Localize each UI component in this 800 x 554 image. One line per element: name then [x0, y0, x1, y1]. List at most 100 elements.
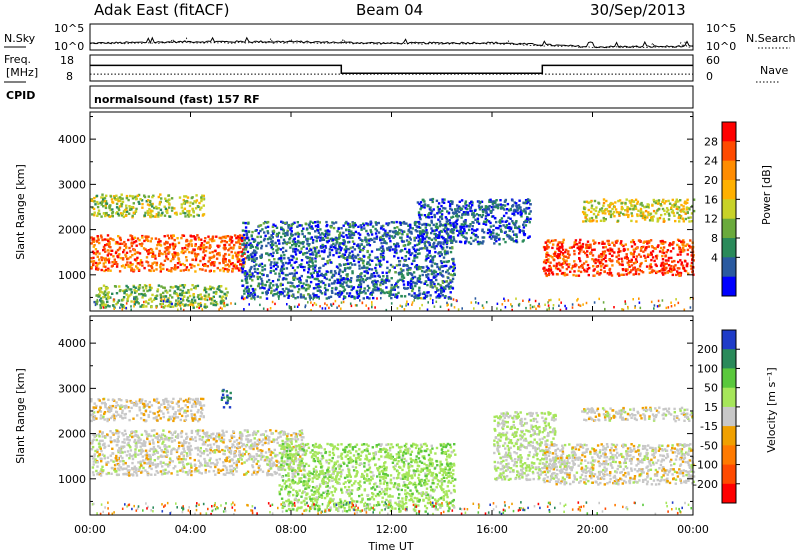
range-cell: [334, 299, 337, 303]
range-cell: [351, 271, 354, 275]
range-cell: [170, 267, 173, 270]
range-cell: [417, 267, 420, 271]
range-cell: [383, 240, 387, 243]
range-cell: [111, 447, 114, 450]
range-cell: [343, 253, 347, 256]
range-cell: [675, 207, 678, 210]
range-cell: [176, 294, 179, 297]
range-cell: [418, 252, 421, 255]
range-cell: [262, 273, 265, 277]
range-cell: [433, 270, 436, 273]
range-cell: [156, 288, 160, 291]
range-cell: [159, 293, 162, 297]
range-cell: [360, 291, 363, 294]
range-cell: [450, 303, 453, 306]
range-cell: [515, 297, 517, 300]
range-cell: [96, 214, 99, 217]
range-cell: [663, 268, 667, 272]
range-cell: [342, 278, 345, 281]
range-cell: [176, 287, 179, 291]
range-cell: [151, 251, 155, 254]
range-cell: [330, 244, 333, 247]
range-cell: [674, 200, 677, 204]
range-cell: [603, 252, 606, 256]
range-cell: [238, 245, 241, 249]
range-cell: [409, 279, 413, 282]
range-cell: [312, 238, 315, 242]
range-cell: [385, 271, 388, 275]
range-cell: [652, 209, 656, 213]
range-cell: [455, 229, 459, 232]
range-cell: [117, 242, 120, 246]
range-cell: [106, 254, 109, 257]
range-cell: [122, 264, 125, 267]
range-cell: [214, 303, 217, 307]
range-cell: [269, 307, 272, 310]
range-cell: [429, 209, 432, 212]
range-cell: [321, 307, 324, 310]
range-cell: [218, 253, 221, 257]
range-cell: [447, 297, 450, 300]
range-cell: [524, 212, 527, 215]
range-cell: [490, 237, 493, 240]
range-cell: [646, 205, 650, 208]
range-cell: [443, 198, 446, 201]
range-cell: [144, 211, 147, 215]
range-cell: [656, 305, 659, 308]
range-cell: [652, 198, 655, 202]
range-cell: [517, 207, 520, 210]
range-cell: [323, 250, 326, 254]
range-cell: [256, 275, 259, 279]
range-cell: [178, 196, 182, 199]
range-cell: [349, 225, 352, 228]
range-cell: [390, 296, 393, 300]
range-cell: [216, 244, 219, 247]
range-cell: [396, 233, 400, 236]
range-cell: [312, 271, 315, 274]
range-cell: [164, 207, 168, 210]
range-cell: [495, 220, 498, 224]
range-cell: [544, 303, 546, 306]
range-cell: [294, 250, 297, 254]
range-cell: [363, 287, 366, 290]
range-cell: [130, 308, 132, 311]
range-cell: [236, 235, 240, 239]
range-cell: [245, 290, 249, 293]
range-cell: [680, 240, 683, 243]
range-cell: [405, 287, 409, 290]
range-cell: [442, 256, 446, 259]
range-cell: [319, 236, 323, 239]
range-cell: [202, 256, 206, 260]
range-cell: [133, 297, 135, 300]
range-cell: [187, 289, 190, 292]
frequency-panel: Freq. [MHz] 18 8 60 0 Nave: [4, 53, 788, 83]
range-cell: [330, 304, 333, 307]
range-cell: [190, 243, 193, 246]
range-cell: [526, 198, 530, 201]
range-cell: [442, 241, 445, 244]
range-cell: [369, 292, 372, 296]
range-cell: [199, 259, 202, 263]
range-cell: [641, 216, 645, 220]
range-cell: [129, 473, 133, 476]
range-cell: [381, 282, 385, 286]
range-cell: [136, 297, 139, 301]
range-cell: [407, 224, 410, 227]
range-cell: [167, 297, 170, 300]
range-cell: [308, 265, 312, 268]
range-cell: [102, 292, 106, 295]
range-cell: [639, 262, 642, 266]
range-cell: [312, 264, 315, 267]
range-cell: [223, 292, 226, 296]
range-cell: [129, 261, 132, 264]
range-cell: [141, 202, 144, 206]
range-cell: [281, 242, 285, 245]
range-cell: [630, 212, 633, 215]
range-cell: [222, 261, 225, 265]
range-cell: [583, 268, 586, 271]
range-cell: [420, 206, 423, 209]
range-cell: [595, 216, 598, 220]
range-cell: [302, 436, 305, 439]
range-cell: [168, 300, 171, 304]
range-cell: [272, 229, 276, 233]
